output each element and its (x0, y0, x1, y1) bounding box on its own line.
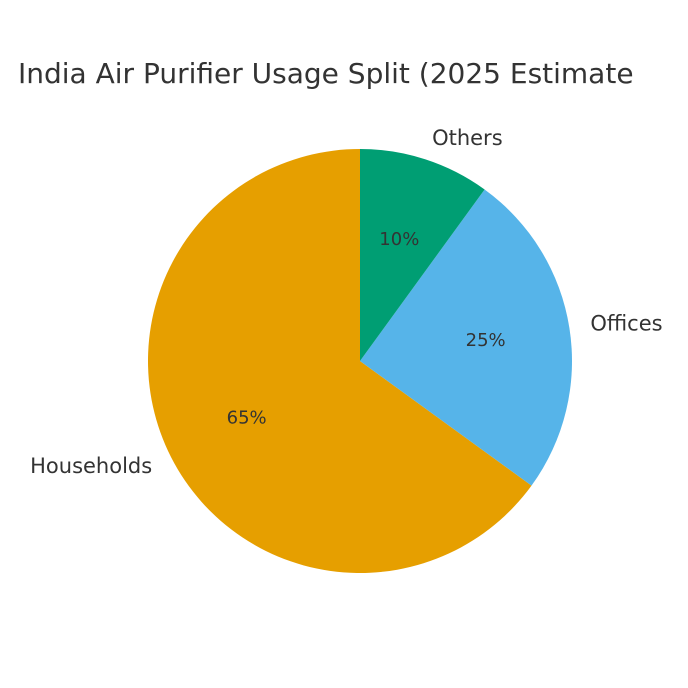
pie-slice (360, 189, 572, 486)
pie-slice (360, 149, 485, 361)
category-label: Households (30, 454, 152, 478)
category-label: Offices (590, 312, 662, 336)
value-label: 65% (227, 408, 267, 429)
value-label: 25% (466, 330, 506, 351)
category-label: Others (432, 126, 503, 150)
value-label: 10% (379, 229, 419, 250)
chart-title: India Air Purifier Usage Split (2025 Est… (18, 57, 634, 90)
pie-slice (147, 149, 532, 574)
